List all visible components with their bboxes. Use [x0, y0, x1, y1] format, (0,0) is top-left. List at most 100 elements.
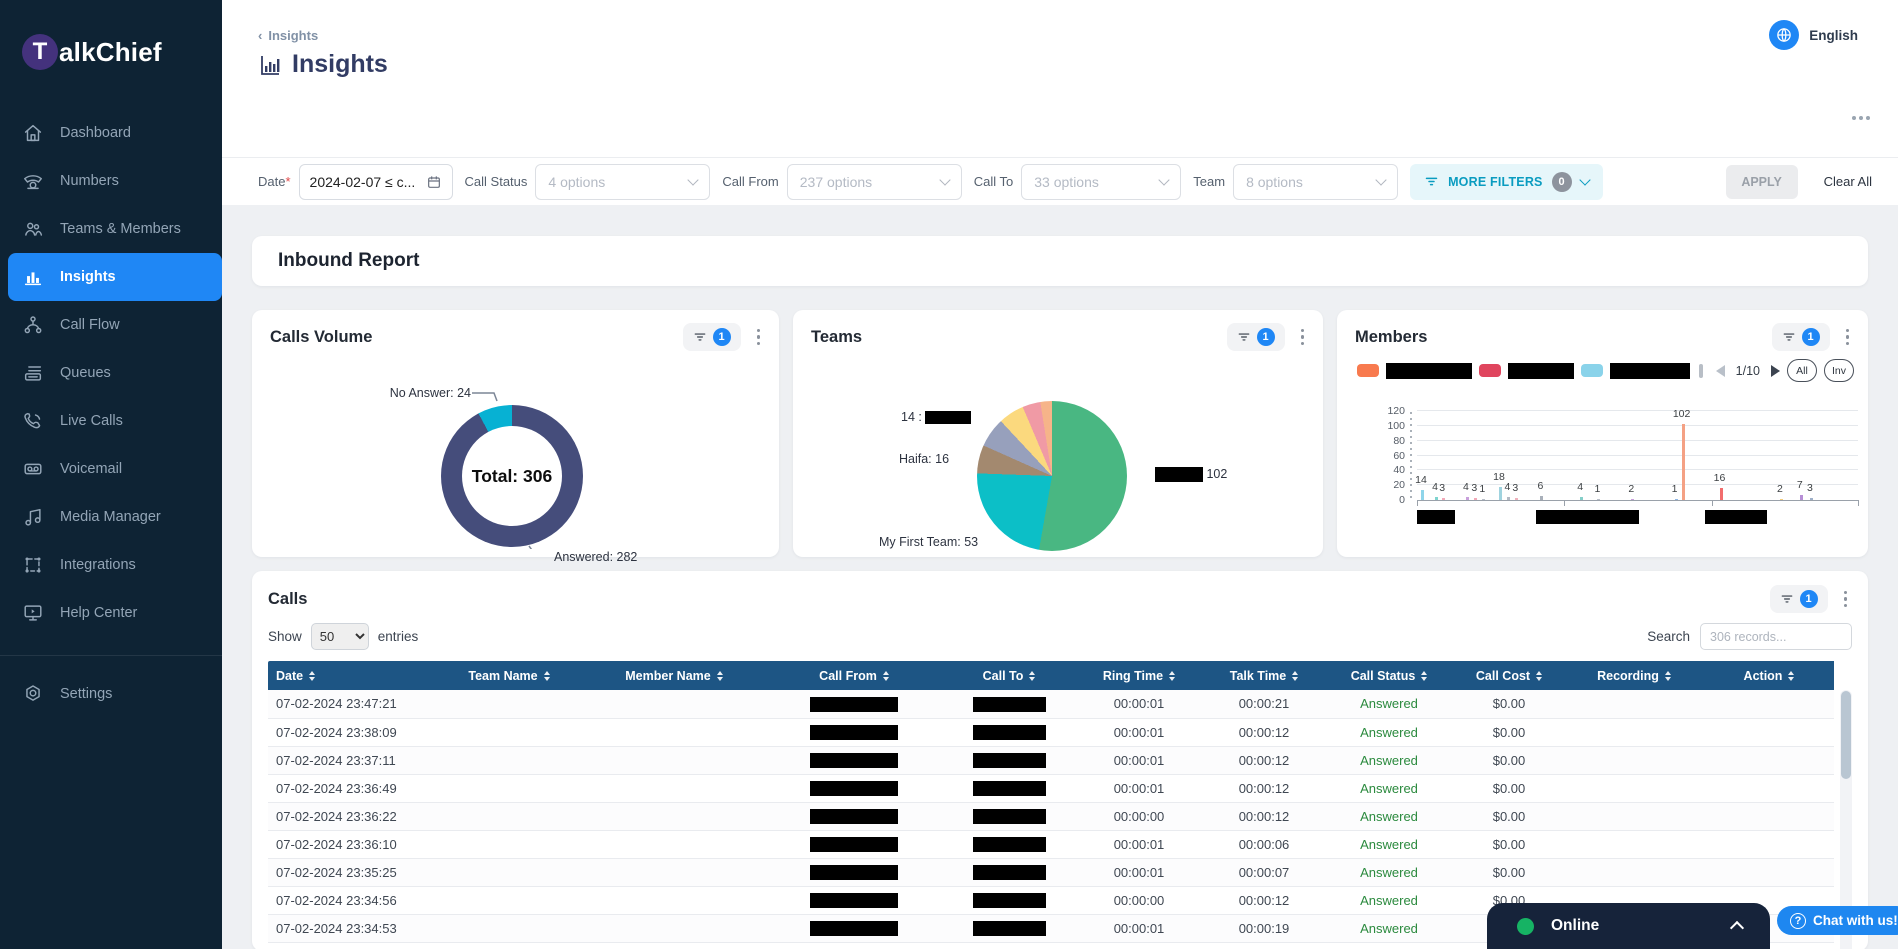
cell-ring-time: 00:00:01: [1074, 830, 1204, 859]
redacted-team-name: [1155, 467, 1203, 483]
members-filter-button[interactable]: 1: [1771, 323, 1830, 351]
legend-prev-button[interactable]: [1715, 364, 1725, 377]
scrollbar-thumb[interactable]: [1841, 691, 1851, 779]
team-label-haifa: Haifa: 16: [899, 452, 950, 466]
live-call-icon: [22, 410, 44, 432]
calls-volume-filter-button[interactable]: 1: [682, 323, 741, 351]
logo-text: alkChief: [59, 36, 162, 67]
bar-value-label: 102: [1672, 408, 1691, 421]
redacted-call-from: [810, 725, 898, 741]
breadcrumb[interactable]: ‹ Insights: [258, 28, 318, 43]
legend-swatch[interactable]: [1479, 364, 1501, 377]
table-row[interactable]: 07-02-2024 23:38:09 00:00:01 00:00:12 Answe…: [268, 718, 1834, 747]
sidebar-item-dashboard[interactable]: Dashboard: [0, 109, 222, 157]
sidebar-item-teams-members[interactable]: Teams & Members: [0, 205, 222, 253]
column-header-member-name[interactable]: Member Name: [584, 661, 764, 690]
call-to-label: Call To: [973, 174, 1014, 189]
column-header-date[interactable]: Date: [268, 661, 434, 690]
column-header-call-to[interactable]: Call To: [944, 661, 1074, 690]
header-menu-button[interactable]: [1852, 116, 1870, 120]
members-menu-button[interactable]: [1843, 326, 1853, 349]
sidebar-divider: [0, 655, 222, 656]
calls-filter-button[interactable]: 1: [1769, 585, 1828, 613]
sort-icon: [1292, 671, 1299, 682]
app-logo[interactable]: T alkChief: [0, 0, 222, 70]
redacted-call-to: [972, 753, 1046, 769]
clear-all-button[interactable]: Clear All: [1823, 174, 1872, 189]
apply-button[interactable]: APPLY: [1725, 164, 1798, 199]
sidebar-item-voicemail[interactable]: Voicemail: [0, 445, 222, 493]
table-row[interactable]: 07-02-2024 23:36:49 00:00:01 00:00:12 Answe…: [268, 774, 1834, 803]
sidebar-item-settings[interactable]: Settings: [0, 670, 222, 718]
search-input[interactable]: [1700, 623, 1852, 650]
team-select[interactable]: 8 options: [1233, 163, 1399, 200]
cell-date: 07-02-2024 23:36:10: [268, 830, 434, 859]
cell-team-name: [434, 746, 584, 775]
bar-value-label: 3: [1807, 481, 1813, 494]
column-header-call-cost[interactable]: Call Cost: [1454, 661, 1564, 690]
cell-call-cost: $0.00: [1454, 690, 1564, 719]
legend-next-button[interactable]: [1771, 364, 1780, 377]
column-header-ring-time[interactable]: Ring Time: [1074, 661, 1204, 690]
redacted-call-from: [810, 809, 898, 825]
sidebar-item-media-manager[interactable]: Media Manager: [0, 493, 222, 541]
more-filters-button[interactable]: MORE FILTERS 0: [1410, 163, 1603, 200]
table-row[interactable]: 07-02-2024 23:47:21 00:00:01 00:00:21 Answe…: [268, 690, 1834, 719]
date-range-input[interactable]: [298, 163, 453, 200]
filter-icon: [1425, 177, 1438, 186]
cell-call-status: Answered: [1324, 690, 1454, 719]
y-tick-label: 0: [1399, 494, 1405, 506]
cell-call-from: [764, 690, 944, 719]
chat-with-us-badge[interactable]: ? Chat with us!: [1777, 906, 1898, 935]
sidebar-item-insights[interactable]: Insights: [8, 253, 222, 301]
cell-call-from: [764, 746, 944, 775]
date-input[interactable]: [309, 173, 418, 190]
sidebar-item-help-center[interactable]: Help Center: [0, 589, 222, 637]
legend-invert-button[interactable]: Inv: [1824, 359, 1854, 382]
calls-table: Date Team Name Member Name Call From Call To…: [268, 661, 1834, 943]
sort-icon: [543, 671, 550, 682]
table-row[interactable]: 07-02-2024 23:36:10 00:00:01 00:00:06 Answe…: [268, 830, 1834, 859]
column-header-call-from[interactable]: Call From: [764, 661, 944, 690]
cell-action: [1704, 746, 1834, 775]
calls-menu-button[interactable]: [1841, 588, 1851, 611]
legend-all-button[interactable]: All: [1787, 359, 1817, 382]
page-size-select[interactable]: 50: [310, 623, 369, 650]
language-selector[interactable]: English: [1769, 20, 1858, 50]
content-area: Inbound Report Calls Volume 1 Total: 306: [222, 205, 1898, 949]
sidebar-item-live-calls[interactable]: Live Calls: [0, 397, 222, 445]
call-status-select[interactable]: 4 options: [535, 163, 711, 200]
table-row[interactable]: 07-02-2024 23:35:25 00:00:01 00:00:07 Answe…: [268, 858, 1834, 887]
sidebar-item-queues[interactable]: Queues: [0, 349, 222, 397]
call-from-select[interactable]: 237 options: [786, 163, 962, 200]
online-status-dot: [1517, 917, 1534, 935]
call-status-filter-group: Call Status 4 options: [465, 163, 711, 200]
cell-team-name: [434, 858, 584, 887]
column-header-talk-time[interactable]: Talk Time: [1204, 661, 1324, 690]
redacted-call-to: [972, 865, 1046, 881]
cell-ring-time: 00:00:01: [1074, 914, 1204, 943]
call-to-select[interactable]: 33 options: [1021, 163, 1182, 200]
sidebar-item-numbers[interactable]: Numbers: [0, 157, 222, 205]
table-row[interactable]: 07-02-2024 23:36:22 00:00:00 00:00:12 Answe…: [268, 802, 1834, 831]
sort-icon: [309, 671, 316, 682]
teams-menu-button[interactable]: [1298, 326, 1308, 349]
chat-widget[interactable]: Online: [1487, 903, 1770, 949]
column-header-team-name[interactable]: Team Name: [434, 661, 584, 690]
table-scrollbar[interactable]: [1840, 690, 1852, 949]
sidebar-item-integrations[interactable]: Integrations: [0, 541, 222, 589]
column-header-call-status[interactable]: Call Status: [1324, 661, 1454, 690]
column-header-action[interactable]: Action: [1704, 661, 1834, 690]
cell-call-cost: $0.00: [1454, 830, 1564, 859]
legend-swatch[interactable]: [1357, 364, 1379, 377]
calls-volume-menu-button[interactable]: [754, 326, 764, 349]
table-row[interactable]: 07-02-2024 23:37:11 00:00:01 00:00:12 Answe…: [268, 746, 1834, 775]
table-row[interactable]: 07-02-2024 23:34:56 00:00:00 00:00:12 Answe…: [268, 886, 1834, 915]
column-header-recording[interactable]: Recording: [1564, 661, 1704, 690]
teams-filter-button[interactable]: 1: [1226, 323, 1285, 351]
bar-value-label: 3: [1512, 481, 1519, 494]
cell-call-status: Answered: [1324, 886, 1454, 915]
legend-swatch[interactable]: [1581, 364, 1603, 377]
sidebar-item-label: Voicemail: [60, 461, 123, 477]
sidebar-item-call-flow[interactable]: Call Flow: [0, 301, 222, 349]
